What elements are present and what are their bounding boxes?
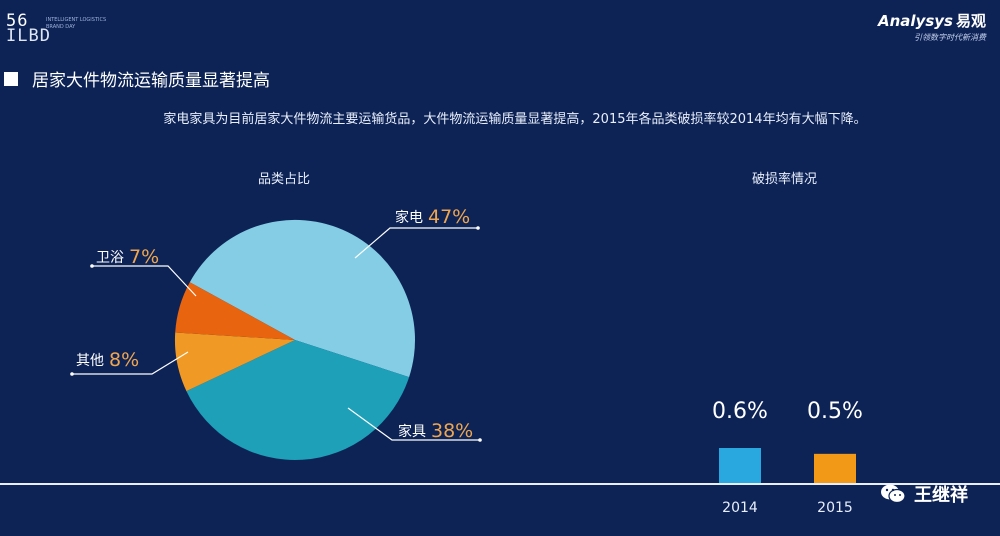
pie-label: 卫浴 [96, 250, 124, 266]
logo-brand-cn: 易观 [955, 12, 986, 30]
pie-leader-dot [478, 438, 482, 442]
pie-percent-label: 47% [428, 206, 470, 228]
bar-category-label: 2014 [722, 500, 758, 516]
bar-chart-title: 破损率情况 [752, 172, 818, 187]
bar-category-label: 2015 [817, 500, 853, 516]
wechat-icon [881, 484, 906, 504]
logo-number-top: 56 [6, 11, 29, 31]
pie-leader-line [72, 351, 189, 375]
pie-percent-label: 38% [431, 420, 473, 442]
pie-leader-line [347, 407, 480, 441]
bar-value-label: 0.5% [807, 399, 863, 424]
pie-label: 家电 [395, 209, 423, 226]
logo-ilbd: 56 ILBD INTELLIGENT LOGISTICS BRAND DAY [6, 11, 126, 48]
pie-label: 其他 [76, 353, 104, 369]
section-title: 居家大件物流运输质量显著提高 [32, 71, 270, 91]
logo-subtitle: INTELLIGENT LOGISTICS BRAND DAY [46, 17, 107, 30]
pie-percent-label: 7% [129, 246, 159, 268]
pie-chart-title: 品类占比 [258, 172, 311, 187]
bar [814, 453, 856, 483]
pie-slice [186, 340, 410, 461]
pie-label: 家具 [398, 423, 426, 440]
pie-slice [174, 332, 295, 392]
watermark-text: 王继祥 [914, 485, 968, 506]
pie-leader-dot [70, 372, 74, 376]
section-description: 家电家具为目前居家大件物流主要运输货品，大件物流运输质量显著提高，2015年各品… [163, 112, 867, 127]
logo-analysys: Analysys 易观 引领数字时代新消费 [878, 10, 986, 43]
logo-brand-name: Analysys [878, 12, 953, 30]
pie-leader-line [92, 265, 197, 297]
logo-tagline: 引领数字时代新消费 [914, 33, 986, 42]
bottom-divider [0, 483, 1000, 485]
watermark: 王继祥 [880, 481, 968, 507]
pie-slice [175, 282, 295, 340]
pie-leader-line [354, 227, 478, 259]
pie-leader-dot [90, 264, 94, 268]
pie-leader-dot [476, 226, 480, 230]
pie-slice [189, 219, 416, 378]
bar [719, 448, 761, 483]
bar-value-label: 0.6% [712, 399, 768, 424]
logo-number-bottom: ILBD [6, 26, 51, 46]
pie-percent-label: 8% [109, 349, 139, 371]
section-heading: 居家大件物流运输质量显著提高 [0, 66, 270, 91]
heading-square-icon [4, 71, 18, 86]
